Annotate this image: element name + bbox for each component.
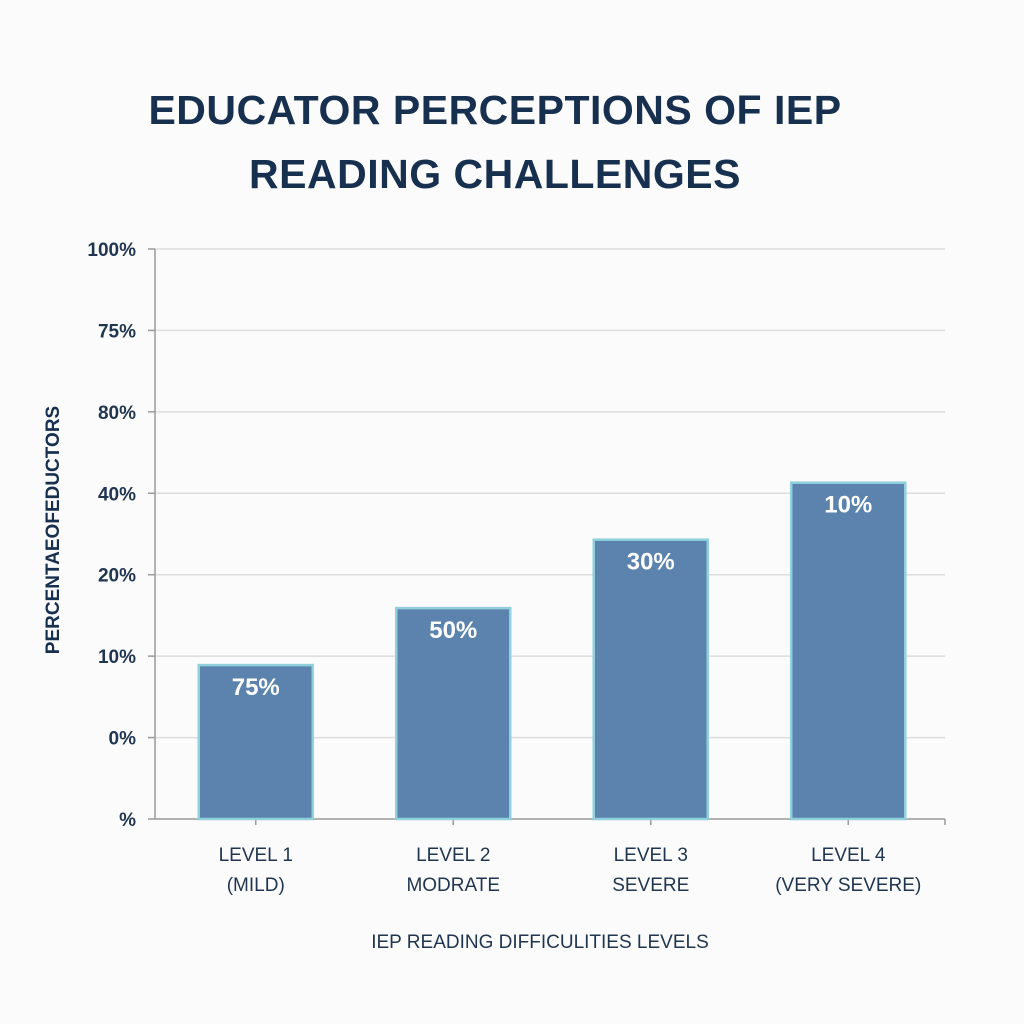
bar bbox=[395, 606, 512, 821]
chart-title: EDUCATOR PERCEPTIONS OF IEP READING CHAL… bbox=[0, 78, 990, 206]
x-tick-label: LEVEL 3 bbox=[614, 845, 688, 866]
x-tick-label: (VERY SEVERE) bbox=[775, 875, 921, 896]
bar-data-label: 50% bbox=[429, 617, 477, 644]
bar-data-labels: 75% 50% 30% 10% bbox=[232, 492, 873, 701]
bar bbox=[197, 663, 314, 821]
x-tick-label: LEVEL 1 bbox=[219, 845, 293, 866]
y-tick-label: 20% bbox=[98, 566, 136, 587]
bars bbox=[197, 481, 907, 821]
y-tick-label: 80% bbox=[98, 403, 136, 424]
y-tick-label: 40% bbox=[98, 484, 136, 505]
y-tick-label: 75% bbox=[98, 321, 136, 342]
y-tick-label: 0% bbox=[109, 729, 137, 750]
x-tick-label: LEVEL 2 bbox=[416, 845, 490, 866]
x-axis-label: IEP READING DIFFICULITIES LEVELS bbox=[371, 932, 709, 953]
bar-data-label: 10% bbox=[824, 492, 872, 519]
x-tick-label: (MILD) bbox=[227, 875, 285, 896]
chart-title-line-2: READING CHALLENGES bbox=[249, 151, 741, 197]
y-axis-label: PERCENTAEOFEDUCTORS bbox=[43, 406, 64, 654]
bar bbox=[592, 538, 709, 821]
y-tick-label: 10% bbox=[98, 647, 136, 668]
x-tick-label: SEVERE bbox=[612, 875, 689, 896]
x-tick-label: MODRATE bbox=[406, 875, 500, 896]
y-tick-label: 100% bbox=[87, 240, 136, 261]
bar bbox=[790, 481, 907, 821]
chart-title-line-1: EDUCATOR PERCEPTIONS OF IEP bbox=[148, 87, 842, 133]
x-tick-label: LEVEL 4 bbox=[811, 845, 886, 866]
y-tick-labels: 100% 75% 80% 40% 20% 10% 0%% bbox=[87, 240, 136, 831]
bar-data-label: 75% bbox=[232, 674, 280, 701]
bar-data-label: 30% bbox=[627, 549, 675, 576]
x-tick-labels: LEVEL 1 (MILD) LEVEL 2 MODRATE LEVEL 3 SEVERE… bbox=[219, 845, 922, 896]
y-tick-label: % bbox=[119, 810, 136, 831]
